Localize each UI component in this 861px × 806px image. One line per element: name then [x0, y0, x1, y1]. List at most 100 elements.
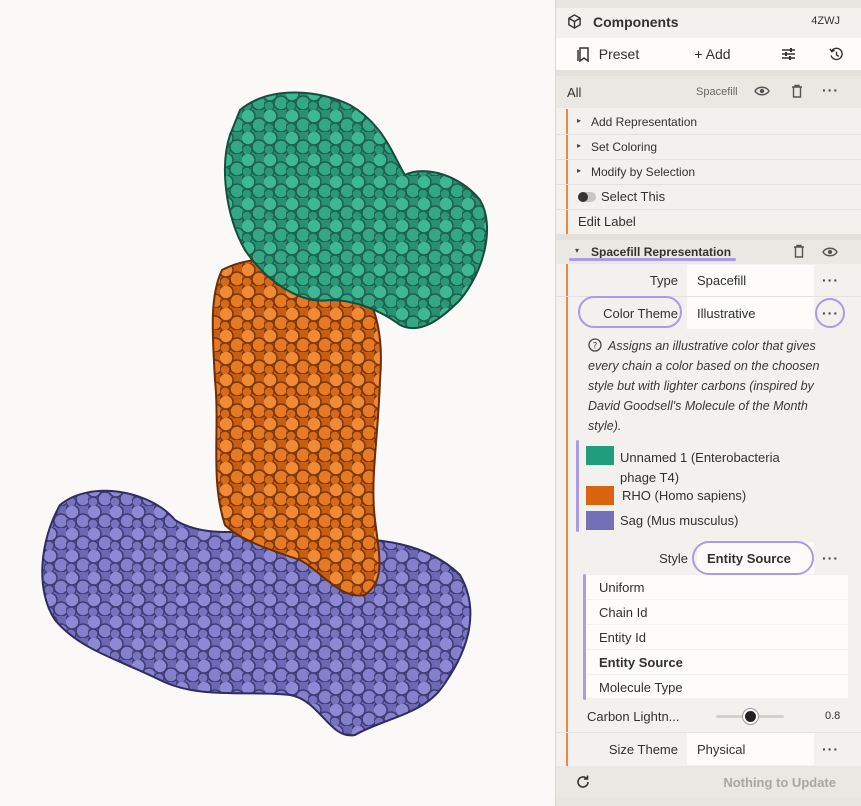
- trash-icon[interactable]: [791, 84, 803, 98]
- carbon-lightness-slider[interactable]: [716, 709, 784, 724]
- components-toolbar: Preset + Add: [556, 38, 861, 70]
- divider: [556, 134, 861, 135]
- add-label: + Add: [694, 46, 731, 62]
- style-more-icon[interactable]: ···: [822, 550, 839, 566]
- section-divider: [556, 234, 861, 240]
- eye-icon[interactable]: [822, 246, 838, 258]
- all-representation-tag: Spacefill: [696, 86, 738, 98]
- divider: [556, 184, 861, 185]
- panel-top-strip: [556, 0, 861, 8]
- color-theme-description: ? Assigns an illustrative color that giv…: [578, 334, 840, 438]
- type-label: Type: [649, 273, 678, 288]
- annotation-underline: [569, 258, 736, 261]
- svg-text:?: ?: [593, 342, 598, 352]
- representation-title: Spacefill Representation: [591, 245, 732, 259]
- components-header: Components 4ZWJ: [556, 8, 861, 36]
- select-this-label: Select This: [601, 189, 666, 204]
- option-label: Entity Id: [599, 630, 646, 645]
- slider-thumb[interactable]: [742, 709, 758, 724]
- legend-swatch-teal: [586, 446, 614, 465]
- toolbar-divider: [556, 70, 861, 76]
- trash-icon[interactable]: [793, 244, 805, 258]
- annotation-circle: [692, 541, 814, 575]
- add-button[interactable]: + Add: [660, 38, 765, 70]
- color-theme-label: Color Theme: [603, 306, 678, 321]
- style-label: Style: [659, 551, 688, 566]
- size-theme-select[interactable]: Physical: [687, 733, 814, 765]
- option-label: Uniform: [599, 580, 645, 595]
- caret-right-icon: ▸: [577, 116, 582, 125]
- panel-bottom-strip: [556, 798, 861, 806]
- size-theme-param-row: Size Theme Physical ···: [556, 733, 861, 765]
- history-button[interactable]: [811, 38, 861, 70]
- legend-label: RHO (Homo sapiens): [622, 488, 747, 503]
- set-coloring-item[interactable]: ▸ Set Coloring: [556, 134, 861, 159]
- representation-accent-bar: [566, 240, 568, 798]
- sliders-icon: [781, 47, 796, 61]
- preset-button[interactable]: Preset: [556, 38, 660, 70]
- legend-item: Unnamed 1 (Enterobacteria phage T4): [586, 446, 846, 486]
- edit-label-item[interactable]: Edit Label: [556, 209, 861, 234]
- protein-structure-render: [41, 91, 488, 737]
- history-icon: [829, 47, 844, 62]
- all-more-icon[interactable]: ···: [822, 82, 839, 98]
- carbon-lightness-label: Carbon Lightn...: [587, 709, 680, 724]
- panel-title: Components: [593, 14, 679, 30]
- style-option-chain-id[interactable]: Chain Id: [586, 600, 848, 624]
- add-representation-item[interactable]: ▸ Add Representation: [556, 109, 861, 134]
- all-label: All: [567, 85, 582, 100]
- all-component-row[interactable]: All Spacefill ···: [556, 76, 861, 108]
- legend-label: Sag (Mus musculus): [620, 513, 739, 528]
- cube-icon: [567, 14, 582, 29]
- carbon-lightness-value: 0.8: [825, 710, 841, 722]
- color-theme-value: Illustrative: [697, 306, 756, 321]
- annotation-bracket: [583, 574, 586, 700]
- legend-item: Sag (Mus musculus): [586, 511, 846, 533]
- divider: [556, 159, 861, 160]
- annotation-bracket: [576, 440, 579, 532]
- divider: [556, 209, 861, 210]
- size-theme-value: Physical: [697, 742, 746, 757]
- caret-right-icon: ▸: [577, 166, 582, 175]
- update-button[interactable]: Nothing to Update: [723, 775, 836, 790]
- size-theme-label: Size Theme: [608, 742, 678, 757]
- select-this-item[interactable]: Select This: [556, 184, 861, 209]
- caret-right-icon: ▸: [577, 141, 582, 150]
- set-coloring-label: Set Coloring: [591, 140, 658, 154]
- style-option-entity-id[interactable]: Entity Id: [586, 625, 848, 649]
- options-button[interactable]: [765, 38, 811, 70]
- pdb-id-label: 4ZWJ: [811, 15, 840, 27]
- bookmark-icon: [577, 46, 591, 62]
- legend-label: Unnamed 1 (Enterobacteria phage T4): [620, 450, 780, 485]
- style-option-entity-source[interactable]: Entity Source: [586, 650, 848, 674]
- eye-icon[interactable]: [754, 85, 770, 97]
- update-footer: Nothing to Update: [556, 766, 861, 798]
- type-param-row: Type Spacefill ···: [556, 265, 861, 296]
- color-theme-select[interactable]: Illustrative: [687, 297, 814, 329]
- refresh-icon[interactable]: [576, 775, 590, 789]
- size-theme-more-icon[interactable]: ···: [822, 741, 839, 757]
- components-panel: Components 4ZWJ Preset + Add All Spacefi…: [555, 0, 861, 806]
- toggle-icon: [578, 192, 596, 202]
- type-select[interactable]: Spacefill: [687, 265, 814, 296]
- preset-label: Preset: [598, 46, 640, 62]
- legend-swatch-purple: [586, 511, 614, 530]
- option-label-selected: Entity Source: [599, 655, 683, 670]
- option-label: Chain Id: [599, 605, 648, 620]
- description-text: Assigns an illustrative color that gives…: [588, 339, 820, 433]
- type-more-icon[interactable]: ···: [822, 272, 839, 288]
- divider: [556, 296, 861, 297]
- modify-by-selection-label: Modify by Selection: [591, 165, 696, 179]
- style-option-uniform[interactable]: Uniform: [586, 575, 848, 599]
- option-label: Molecule Type: [599, 680, 683, 695]
- modify-by-selection-item[interactable]: ▸ Modify by Selection: [556, 159, 861, 184]
- add-representation-label: Add Representation: [591, 115, 698, 129]
- help-circle-icon: ?: [588, 338, 602, 352]
- annotation-circle: [815, 298, 845, 328]
- style-option-molecule-type[interactable]: Molecule Type: [586, 675, 848, 698]
- molecule-viewport[interactable]: [0, 0, 555, 806]
- annotation-circle: [578, 296, 682, 328]
- divider: [556, 732, 861, 733]
- type-value: Spacefill: [697, 273, 747, 288]
- caret-down-icon: ▾: [575, 246, 580, 255]
